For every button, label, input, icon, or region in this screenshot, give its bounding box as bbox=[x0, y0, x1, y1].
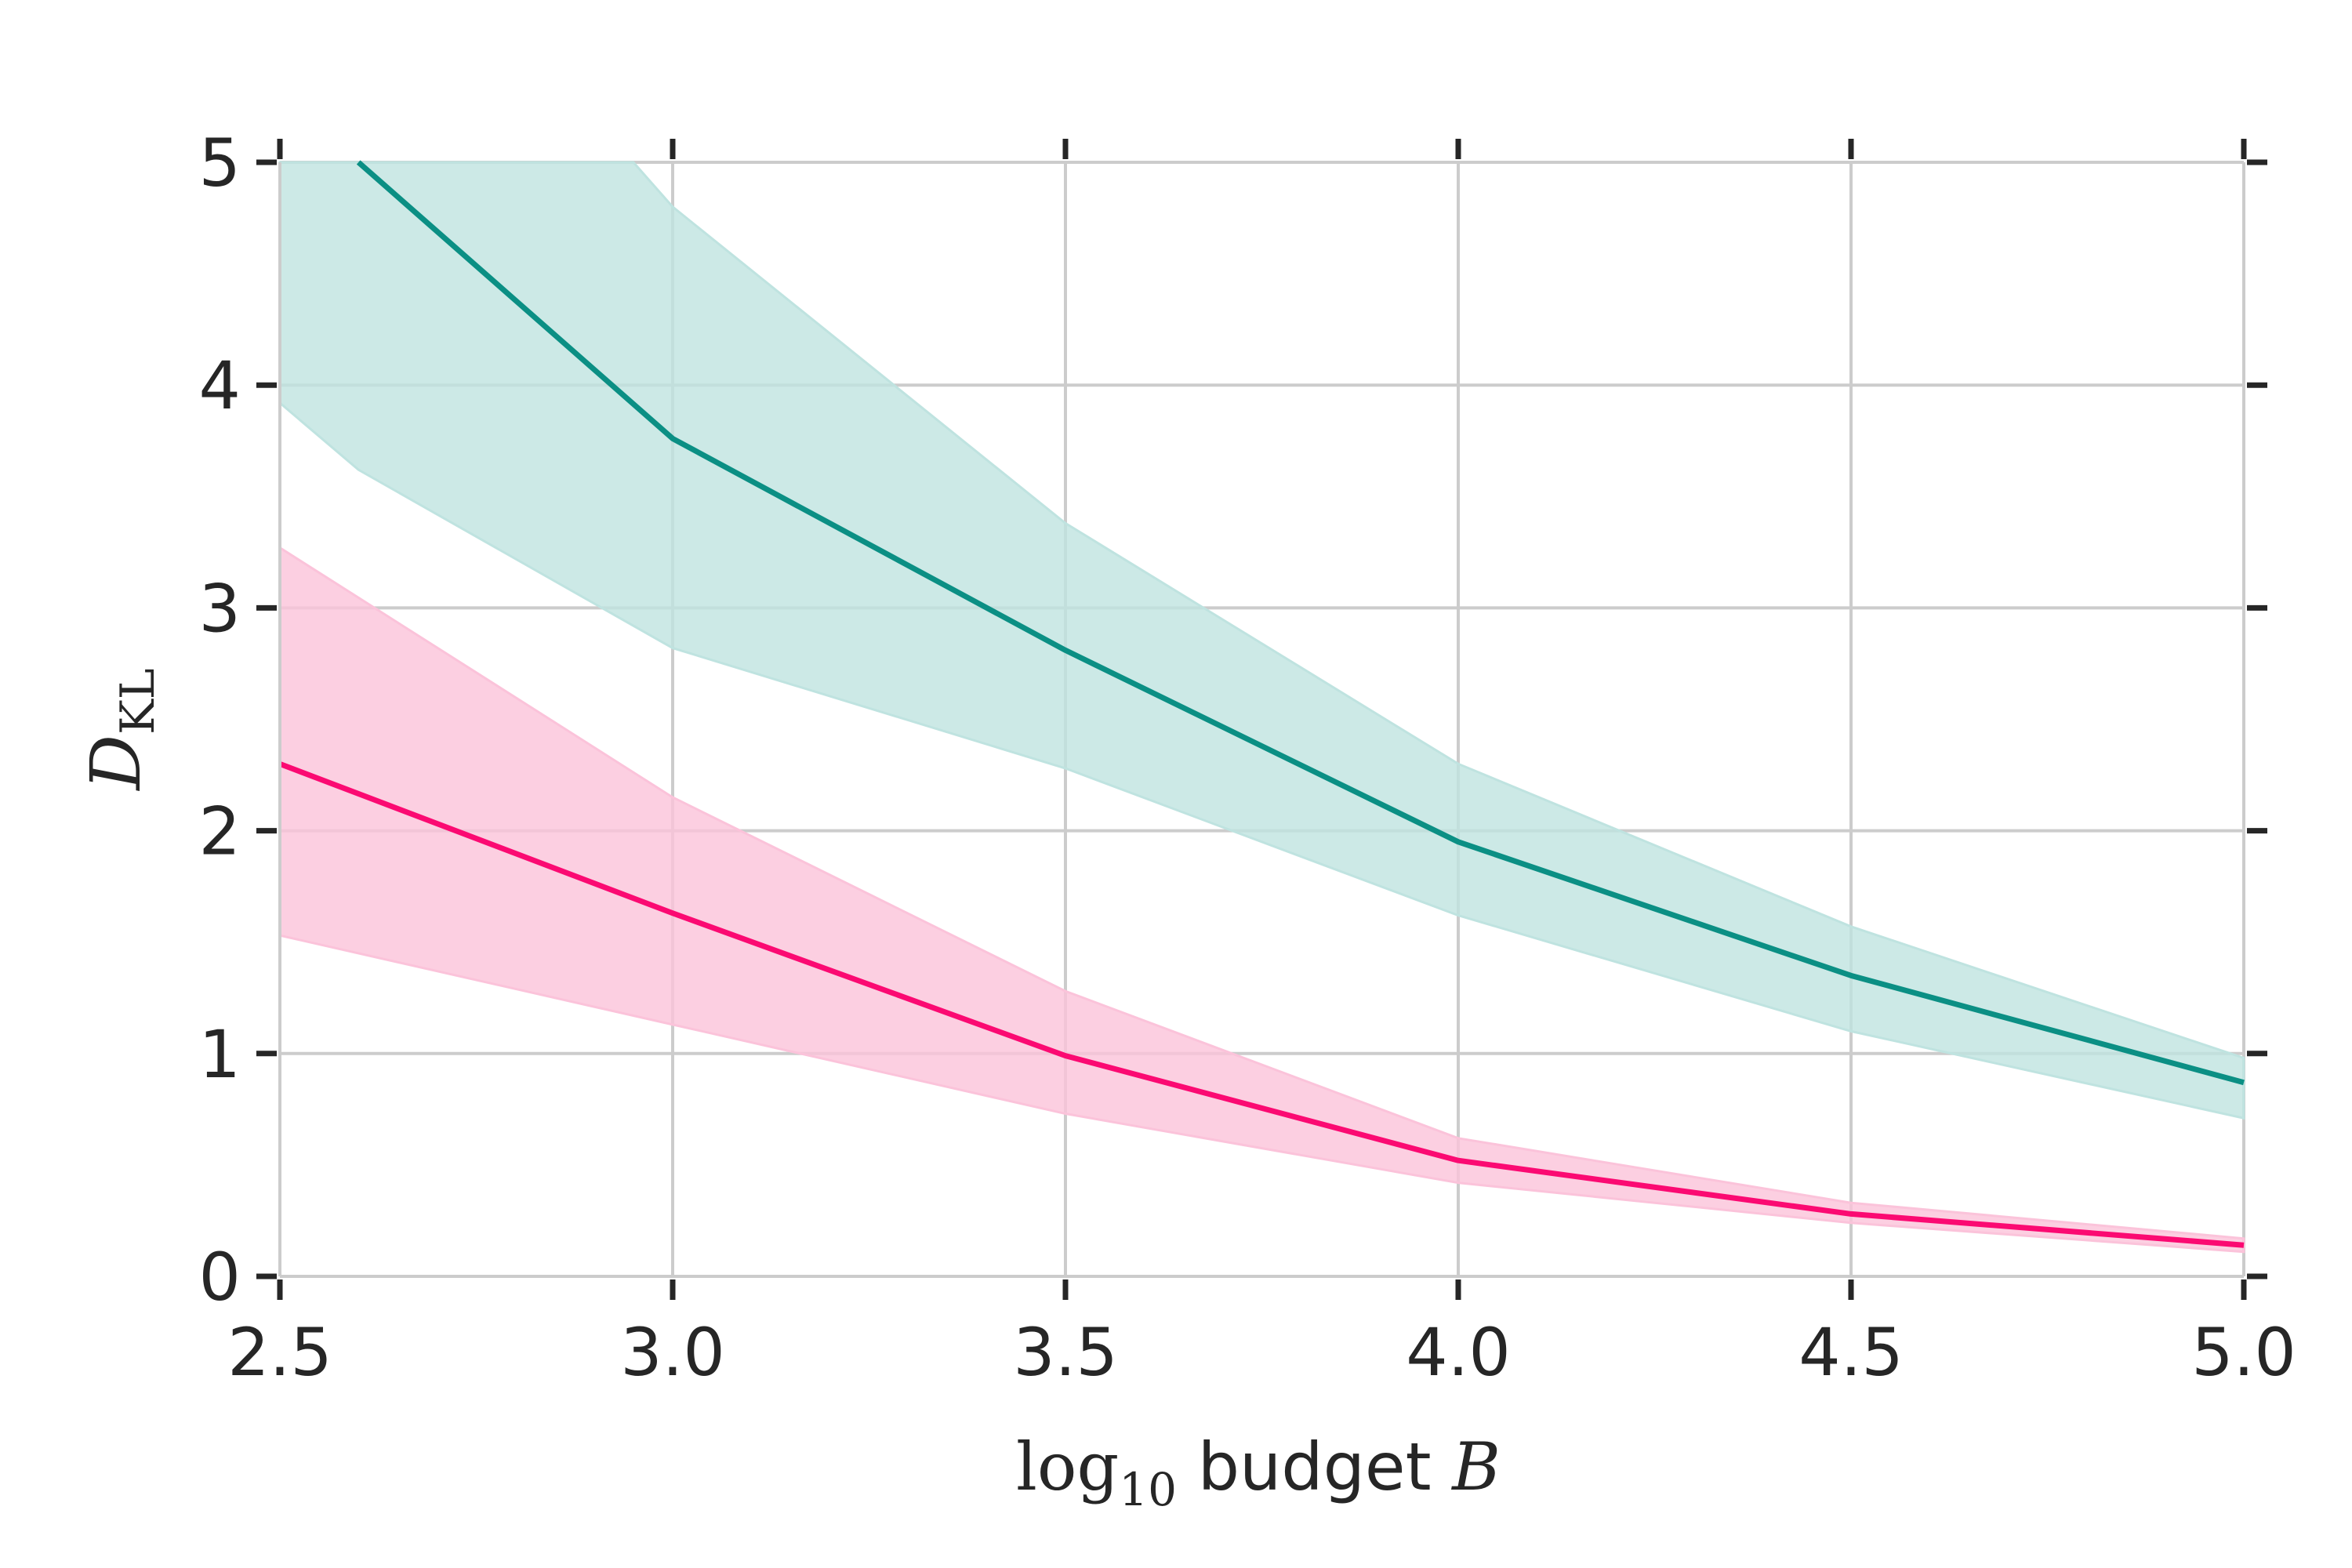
x-tick-label: 4.0 bbox=[1406, 1314, 1511, 1391]
y-tick-label: 4 bbox=[199, 347, 241, 424]
x-axis-log-label: log bbox=[1016, 1428, 1119, 1505]
axis-spines bbox=[278, 162, 2244, 1278]
x-tick-label: 4.5 bbox=[1798, 1314, 1904, 1391]
y-tick-label: 1 bbox=[199, 1016, 241, 1093]
x-axis-variable: B bbox=[1450, 1428, 1501, 1505]
x-axis-label-text: budget bbox=[1177, 1428, 1452, 1505]
x-axis-label: log10 budget B bbox=[1016, 1428, 1501, 1516]
x-axis-log-base: 10 bbox=[1119, 1463, 1177, 1516]
tick-labels: 2.5 3.0 3.5 4.0 4.5 5.0 0 1 2 3 4 5 bbox=[199, 125, 2296, 1391]
y-tick-label: 3 bbox=[199, 570, 241, 647]
confidence-bands bbox=[278, 161, 2245, 1254]
x-tick-label: 2.5 bbox=[227, 1314, 332, 1391]
confidence-band-1 bbox=[278, 161, 2245, 1120]
y-axis-label-sub: KL bbox=[111, 668, 165, 735]
y-tick-label: 2 bbox=[199, 793, 241, 870]
y-axis-label: DKL bbox=[75, 668, 165, 791]
series-lines bbox=[278, 160, 2245, 1248]
series-line-1 bbox=[356, 160, 2245, 1086]
y-axis-label-main: D bbox=[75, 735, 156, 792]
series-line-2 bbox=[278, 761, 2245, 1248]
x-tick-label: 5.0 bbox=[2191, 1314, 2296, 1391]
axis-ticks bbox=[256, 139, 2267, 1300]
x-tick-label: 3.0 bbox=[620, 1314, 725, 1391]
y-tick-label: 0 bbox=[199, 1239, 241, 1316]
x-tick-label: 3.5 bbox=[1013, 1314, 1118, 1391]
confidence-band-2 bbox=[278, 545, 2245, 1254]
y-tick-label: 5 bbox=[199, 125, 241, 201]
